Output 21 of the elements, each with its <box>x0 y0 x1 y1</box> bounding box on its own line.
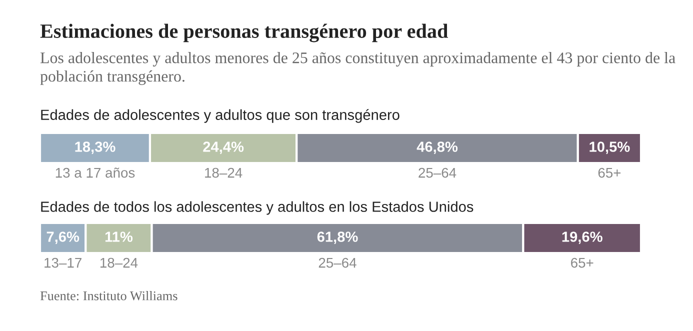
text: Edades de adolescentes y adultos que son transgénero <box>41 109 400 123</box>
series-label: 13 a 17 años <box>56 168 135 178</box>
data-label: 61,8% <box>317 232 358 244</box>
chart-title: Edades de todos los adolescentes y adultos en los Estados Unidos <box>41 201 474 215</box>
chart-title: Estimaciones de personas transgénero por edad <box>40 24 448 42</box>
series-label: 65+ <box>571 258 594 268</box>
series-label: 65+ <box>598 168 621 178</box>
series-label: 13–17 <box>44 258 82 268</box>
data-label: 10,5% <box>590 142 630 154</box>
data-label: 11% <box>105 232 133 242</box>
data-label: 7,6% <box>46 232 80 244</box>
source-note: Fuente: Instituto Williams <box>40 291 178 300</box>
data-label: 19,6% <box>562 232 602 244</box>
series-label: 18–24 <box>100 258 138 268</box>
data-label: 46,8% <box>416 142 458 154</box>
series-label: 25–64 <box>318 258 356 268</box>
data-label: 18,3% <box>75 142 116 154</box>
series-label: 25–64 <box>418 168 456 178</box>
series-label: 18–24 <box>205 168 242 178</box>
chart-subtitle: Los adolescentes y adultos menores de 25 años constituyen aproximadamente el 43 por ciento de la población transgénero. <box>40 52 676 85</box>
data-label: 24,4% <box>203 142 244 154</box>
